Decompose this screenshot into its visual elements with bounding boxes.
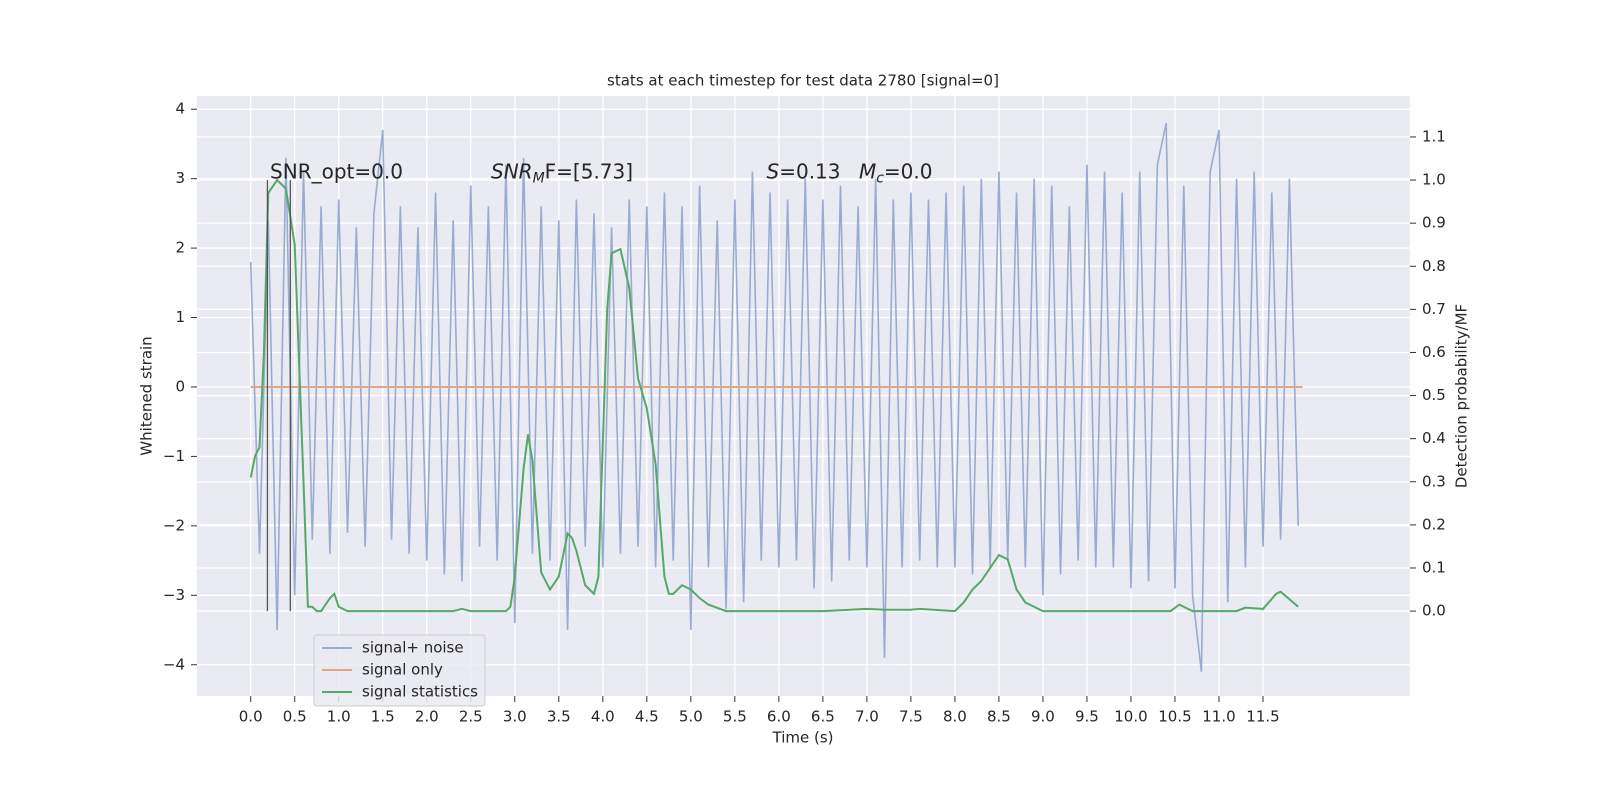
y2-tick-label: 0.3 <box>1422 472 1446 490</box>
y-tick-label: 4 <box>175 100 185 118</box>
x-tick-label: 0.5 <box>283 708 307 726</box>
x-tick-label: 4.5 <box>635 708 659 726</box>
x-tick-label: 11.5 <box>1246 708 1279 726</box>
legend-label: signal+ noise <box>362 639 464 657</box>
x-tick-label: 8.5 <box>987 708 1011 726</box>
series-line <box>249 122 1300 672</box>
x-tick-label: 9.5 <box>1075 708 1099 726</box>
y-tick-label: −2 <box>163 516 185 534</box>
annotation-part: M <box>533 171 545 187</box>
y-tick-label: 1 <box>175 308 185 326</box>
x-tick-label: 7.5 <box>899 708 923 726</box>
x-tick-label: 0.0 <box>239 708 263 726</box>
y-tick-label: 0 <box>175 377 185 395</box>
legend-label: signal statistics <box>362 683 478 701</box>
annotation-part: c <box>876 171 884 187</box>
annotation-part: M <box>859 160 876 184</box>
x-tick-label: 4.0 <box>591 708 615 726</box>
x-tick-label: 6.5 <box>811 708 835 726</box>
y2-tick-label: 0.2 <box>1422 515 1446 533</box>
y2-tick-label: 0.5 <box>1422 386 1446 404</box>
marks <box>249 122 1303 672</box>
y2-tick-label: 0.8 <box>1422 257 1446 275</box>
y2-tick-label: 0.7 <box>1422 300 1446 318</box>
x-tick-label: 8.0 <box>943 708 967 726</box>
x-tick-label: 10.0 <box>1114 708 1147 726</box>
y2-tick-label: 0.1 <box>1422 558 1446 576</box>
y2-tick-label: 0.4 <box>1422 429 1446 447</box>
annotation-part: SNR_opt=0.0 <box>270 160 403 184</box>
annotation-part: S <box>767 160 780 184</box>
legend: signal+ noise signal only signal statistic… <box>313 634 486 707</box>
y2-tick-label: 0.0 <box>1422 602 1446 620</box>
annotation-part: SNR <box>491 160 533 184</box>
x-tick-label: 6.0 <box>767 708 791 726</box>
x-tick-label: 1.0 <box>327 708 351 726</box>
x-tick-label: 3.5 <box>547 708 571 726</box>
x-tick-label: 2.5 <box>459 708 483 726</box>
x-tick-label: 3.0 <box>503 708 527 726</box>
y2-tick-label: 0.6 <box>1422 343 1446 361</box>
legend-box <box>313 634 486 707</box>
x-tick-label: 9.0 <box>1031 708 1055 726</box>
legend-label: signal only <box>362 661 443 679</box>
x-axis-label: Time (s) <box>772 729 834 747</box>
y2-tick-label: 1.1 <box>1422 127 1446 145</box>
x-tick-label: 5.5 <box>723 708 747 726</box>
annotation-part: =0.0 <box>884 160 933 184</box>
overlay: SNR_opt=0.0 SNRMF=[5.73] S=0.13 Mc=0.0signa… <box>266 160 933 707</box>
y-tick-label: 3 <box>175 169 185 187</box>
y2-tick-label: 1.0 <box>1422 171 1446 189</box>
y2-tick-label: 0.9 <box>1422 214 1446 232</box>
x-tick-label: 2.0 <box>415 708 439 726</box>
x-tick-label: 1.5 <box>371 708 395 726</box>
y2-axis-label: Detection probability/MF <box>1453 304 1471 488</box>
annotation: S=0.13 <box>767 160 841 184</box>
x-tick-label: 5.0 <box>679 708 703 726</box>
y-tick-label: 2 <box>175 239 185 257</box>
y-tick-label: −4 <box>163 655 185 673</box>
annotation-part: =0.13 <box>779 160 840 184</box>
x-tick-label: 10.5 <box>1158 708 1191 726</box>
series-line <box>249 178 1299 613</box>
annotation: Mc=0.0 <box>859 160 933 187</box>
chart-title: stats at each timestep for test data 278… <box>607 72 999 90</box>
y-tick-label: −3 <box>163 586 185 604</box>
annotation-part: F=[5.73] <box>545 160 633 184</box>
annotation: SNR_opt=0.0 <box>270 160 403 184</box>
y-tick-label: −1 <box>163 447 185 465</box>
x-tick-label: 7.0 <box>855 708 879 726</box>
x-tick-label: 11.0 <box>1202 708 1235 726</box>
annotation: SNRMF=[5.73] <box>491 160 633 187</box>
y-axis-label: Whitened strain <box>138 336 156 455</box>
